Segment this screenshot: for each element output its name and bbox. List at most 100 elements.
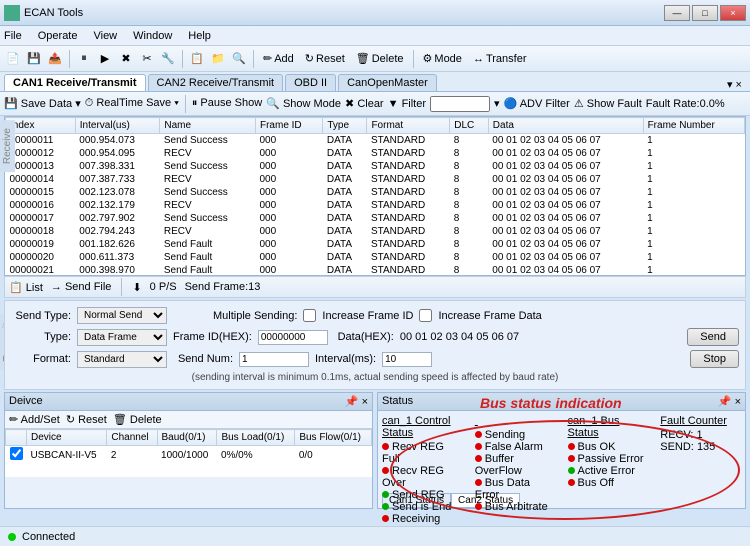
device-row[interactable]: USBCAN-II-V521000/10000%/0%0/0 (6, 446, 372, 465)
tool2-icon[interactable]: ✂ (138, 50, 156, 68)
dev-reset-button[interactable]: ↻ Reset (66, 413, 107, 426)
table-row[interactable]: 00000019001.182.626Send Fault000DATASTAN… (6, 238, 745, 251)
export-icon[interactable]: 📤 (46, 50, 64, 68)
realtime-button[interactable]: ⏱ RealTime Save ▾ (85, 97, 179, 110)
status-item: Bus OK (568, 441, 649, 453)
menu-help[interactable]: Help (188, 30, 211, 42)
col-header[interactable]: Interval(us) (75, 118, 160, 134)
add-button[interactable]: ✏ Add (259, 52, 298, 65)
status-item: Passive Error (568, 453, 649, 465)
tab-can2[interactable]: CAN2 Receive/Transmit (148, 74, 284, 91)
status-item: Bus Data Error (475, 477, 556, 501)
menu-view[interactable]: View (93, 30, 117, 42)
pause-icon[interactable]: ⏸ (75, 50, 93, 68)
tool1-icon[interactable]: ✖ (117, 50, 135, 68)
interval-label: Interval(ms): (315, 353, 376, 365)
close-button[interactable]: × (720, 5, 746, 21)
clear-button[interactable]: ✖ Clear (345, 97, 384, 110)
window-title: ECAN Tools (24, 7, 664, 19)
table-row[interactable]: 00000011000.954.073Send Success000DATAST… (6, 134, 745, 148)
col-header[interactable]: Frame ID (255, 118, 322, 134)
dev-add-button[interactable]: ✏ Add/Set (9, 413, 60, 426)
col-header[interactable]: Format (367, 118, 450, 134)
mode-button[interactable]: ⚙ Mode (419, 52, 466, 65)
reset-button[interactable]: ↻ Reset (301, 52, 349, 65)
list-button[interactable]: 📋 List (9, 281, 43, 294)
tab-can1[interactable]: CAN1 Receive/Transmit (4, 74, 146, 91)
frameid-input[interactable] (258, 330, 328, 345)
faultrate-label: Fault Rate:0.0% (646, 98, 725, 110)
data-value: 00 01 02 03 04 05 06 07 (400, 331, 519, 343)
delete-button[interactable]: 🗑 Delete (352, 52, 408, 65)
format-label: Format: (11, 353, 71, 365)
stop-button[interactable]: Stop (690, 350, 739, 368)
type-label: Type: (11, 331, 71, 343)
dev-delete-button[interactable]: 🗑 Delete (113, 413, 162, 426)
tab-obd[interactable]: OBD II (285, 74, 336, 91)
col-header[interactable]: Name (160, 118, 256, 134)
sendfile-button[interactable]: → Send File (51, 281, 112, 293)
new-icon[interactable]: 📄 (4, 50, 22, 68)
device-panel: Deivce📌 × ✏ Add/Set ↻ Reset 🗑 Delete Dev… (4, 392, 373, 509)
showfault-button[interactable]: ⚠ Show Fault (574, 97, 642, 110)
table-row[interactable]: 00000013007.398.331Send Success000DATAST… (6, 160, 745, 173)
filter-button[interactable]: ▼ Filter (388, 98, 426, 110)
interval-input[interactable] (382, 352, 432, 367)
tabs-close-icon[interactable]: ▾ × (723, 78, 746, 91)
advfilter-button[interactable]: 🔵 ADV Filter (504, 97, 570, 110)
filter-input[interactable] (430, 96, 490, 112)
tool5-icon[interactable]: 📁 (209, 50, 227, 68)
data-grid[interactable]: IndexInterval(us)NameFrame IDTypeFormatD… (4, 116, 746, 276)
tool4-icon[interactable]: 📋 (188, 50, 206, 68)
receive-side-label: Receive (0, 120, 15, 172)
col-header[interactable]: Frame Number (643, 118, 744, 134)
table-row[interactable]: 00000012000.954.095RECV000DATASTANDARD80… (6, 147, 745, 160)
tool3-icon[interactable]: 🔧 (159, 50, 177, 68)
incid-checkbox[interactable] (303, 309, 316, 322)
table-row[interactable]: 00000014007.387.733RECV000DATASTANDARD80… (6, 173, 745, 186)
transmit-panel: Send Type: Normal Send Multiple Sending:… (4, 300, 746, 390)
table-row[interactable]: 00000021000.398.970Send Fault000DATASTAN… (6, 264, 745, 276)
listbar: 📋 List → Send File ⬇ 0 P/S Send Frame:13 (4, 276, 746, 298)
table-row[interactable]: 00000015002.123.078Send Success000DATAST… (6, 186, 745, 199)
table-row[interactable]: 00000016002.132.179RECV000DATASTANDARD80… (6, 199, 745, 212)
pause-button[interactable]: ⏸ Pause Show (192, 97, 262, 110)
transmit-note: (sending interval is minimum 0.1ms, actu… (11, 372, 739, 383)
menu-file[interactable]: File (4, 30, 22, 42)
col-header[interactable]: Index (6, 118, 76, 134)
data-label: Data(HEX): (334, 331, 394, 343)
status-panel: Status📌 × can_1 Control StatusRecv REG F… (377, 392, 746, 509)
format-select[interactable]: Standard (77, 351, 167, 368)
table-row[interactable]: 00000018002.794.243RECV000DATASTANDARD80… (6, 225, 745, 238)
save-icon[interactable]: 💾 (25, 50, 43, 68)
status-pin-icon[interactable]: 📌 × (718, 395, 741, 408)
play-icon[interactable]: ▶ (96, 50, 114, 68)
minimize-button[interactable]: — (664, 5, 690, 21)
device-pin-icon[interactable]: 📌 × (345, 395, 368, 408)
savedata-button[interactable]: 💾 Save Data ▾ (4, 97, 81, 110)
sendnum-label: Send Num: (173, 353, 233, 365)
table-row[interactable]: 00000020000.611.373Send Fault000DATASTAN… (6, 251, 745, 264)
sendnum-input[interactable] (239, 352, 309, 367)
col-header[interactable]: Type (323, 118, 367, 134)
connected-label: Connected (22, 531, 75, 543)
sendtype-select[interactable]: Normal Send (77, 307, 167, 324)
col-header[interactable]: Data (488, 118, 643, 134)
send-button[interactable]: Send (687, 328, 739, 346)
down-icon[interactable]: ⬇ (132, 281, 141, 294)
menu-operate[interactable]: Operate (38, 30, 78, 42)
status-item: Active Error (568, 465, 649, 477)
showmode-button[interactable]: 🔍 Show Mode (266, 97, 341, 110)
tool6-icon[interactable]: 🔍 (230, 50, 248, 68)
type-select[interactable]: Data Frame (77, 329, 167, 346)
app-icon (4, 5, 20, 21)
maximize-button[interactable]: □ (692, 5, 718, 21)
col-header[interactable]: DLC (450, 118, 489, 134)
menu-window[interactable]: Window (133, 30, 172, 42)
transfer-button[interactable]: ↔ Transfer (469, 53, 531, 65)
table-row[interactable]: 00000017002.797.902Send Success000DATAST… (6, 212, 745, 225)
incdata-checkbox[interactable] (419, 309, 432, 322)
main-tabs: CAN1 Receive/Transmit CAN2 Receive/Trans… (0, 72, 750, 92)
tab-canopen[interactable]: CanOpenMaster (338, 74, 437, 91)
connected-led-icon (8, 533, 16, 541)
